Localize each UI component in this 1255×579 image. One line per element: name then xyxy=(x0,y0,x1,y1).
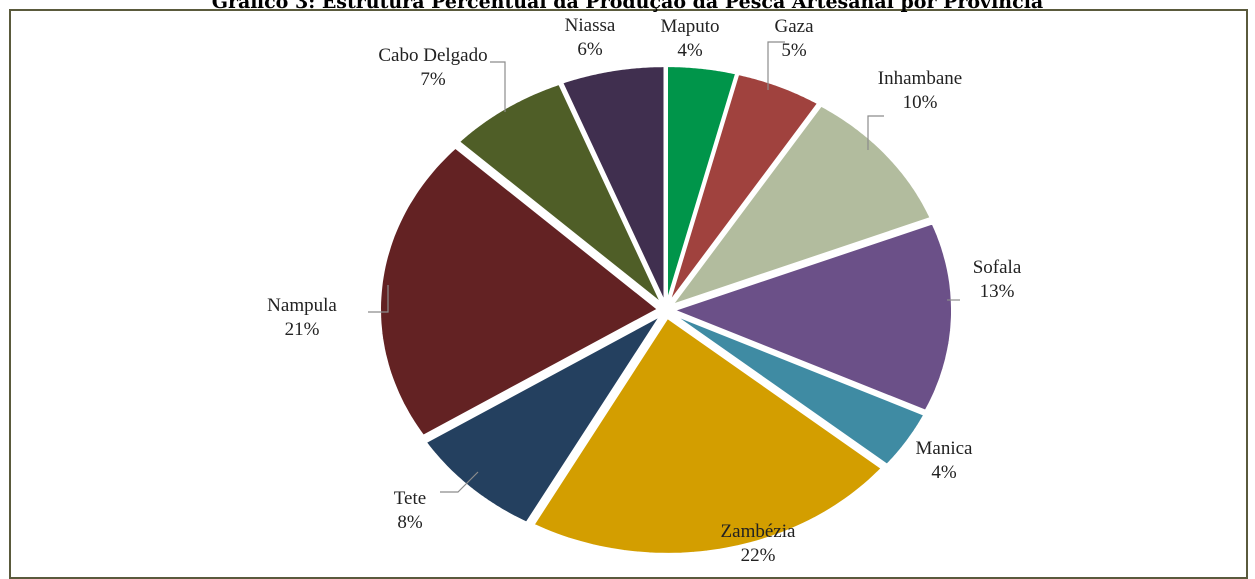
slice-label-zambezia: Zambézia xyxy=(721,521,796,542)
pie-slice-manica xyxy=(672,313,926,467)
slice-value-nampula: 21% xyxy=(285,319,320,340)
leader-line-tete xyxy=(440,471,479,493)
leader-line-cabo-delgado xyxy=(490,61,506,112)
slice-value-tete: 8% xyxy=(397,512,423,533)
leader-line-nampula xyxy=(368,285,389,313)
pie-slice-zambezia xyxy=(532,316,884,555)
pie-slice-sofala xyxy=(671,222,953,412)
pie-slice-gaza xyxy=(668,72,820,304)
pie-chart: Maputo 4% Gaza 5% Inhambane 10% Sofala 13% Manic… xyxy=(267,15,1022,566)
leader-line-gaza xyxy=(767,41,785,90)
chart-title: Gráfico 3: Estrutura Percentual da Produ… xyxy=(211,0,1044,13)
slice-value-niassa: 6% xyxy=(577,39,603,60)
slice-value-cabo-delgado: 7% xyxy=(420,69,446,90)
pie-slice-tete xyxy=(424,314,662,524)
pie-slice-inhambane xyxy=(669,104,932,307)
slice-label-tete: Tete xyxy=(394,488,426,509)
slice-label-sofala: Sofala xyxy=(973,257,1022,278)
leader-line-inhambane xyxy=(867,115,884,150)
slice-value-manica: 4% xyxy=(931,462,957,483)
slice-value-sofala: 13% xyxy=(980,281,1015,302)
pie-slice-nampula xyxy=(378,146,660,437)
slice-label-manica: Manica xyxy=(916,438,974,459)
slice-value-zambezia: 22% xyxy=(741,545,776,566)
slice-label-gaza: Gaza xyxy=(774,16,814,37)
pie-slice-niassa xyxy=(560,65,666,303)
slice-label-nampula: Nampula xyxy=(267,295,337,316)
slice-label-inhambane: Inhambane xyxy=(878,68,962,89)
slice-value-maputo: 4% xyxy=(677,40,703,61)
slice-value-gaza: 5% xyxy=(781,40,807,61)
slice-label-cabo-delgado: Cabo Delgado xyxy=(378,45,487,66)
slice-label-niassa: Niassa xyxy=(565,15,616,36)
slice-label-maputo: Maputo xyxy=(660,16,719,37)
pie-slice-maputo xyxy=(666,65,738,303)
slice-value-inhambane: 10% xyxy=(903,92,938,113)
